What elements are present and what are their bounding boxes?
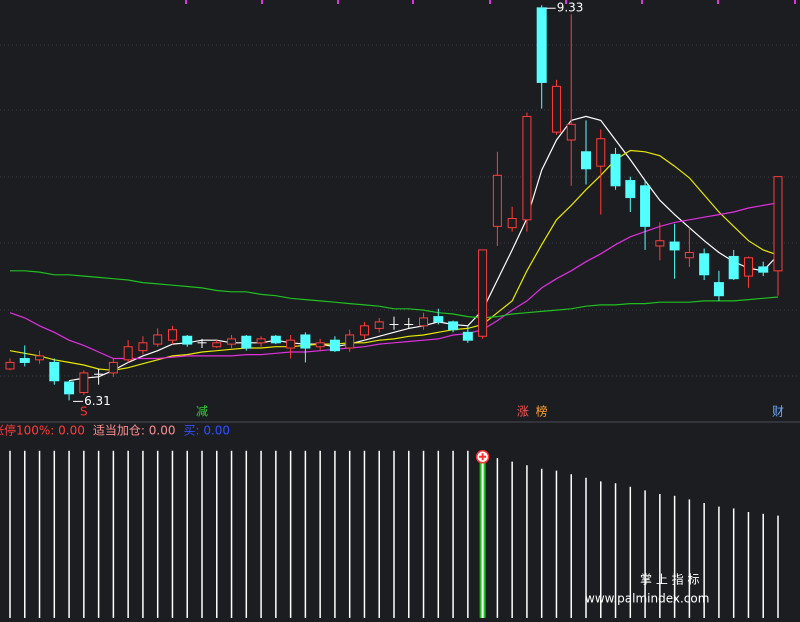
- ma-line: [10, 270, 779, 319]
- candle-body: [167, 329, 177, 341]
- candle-body: [713, 282, 724, 297]
- candle-body: [773, 176, 783, 272]
- low-label: 6.31: [84, 394, 111, 408]
- candle-body: [743, 257, 753, 277]
- candle-body: [448, 321, 459, 331]
- candle-body: [655, 240, 665, 247]
- candle-body: [551, 85, 561, 133]
- candle-body: [462, 331, 473, 341]
- candle-body: [596, 138, 606, 167]
- candle-body: [669, 241, 680, 251]
- candle-body: [507, 218, 517, 229]
- signal-label: 减: [196, 405, 208, 419]
- candle-body: [728, 255, 739, 280]
- candle-body: [478, 249, 488, 337]
- candle-body: [35, 355, 45, 361]
- candle-body: [536, 7, 547, 83]
- candle-body: [270, 335, 281, 344]
- candle-body: [64, 381, 75, 395]
- signal-label: 财: [772, 405, 784, 419]
- candle-body: [433, 316, 444, 323]
- candle-body: [492, 174, 502, 227]
- ma-line: [9, 202, 779, 360]
- top-ticks: [185, 0, 796, 4]
- watermark-title: 掌 上 指 标: [640, 572, 699, 587]
- candle-body: [241, 335, 252, 349]
- candle-body: [566, 123, 576, 141]
- signal-icon-cross: [479, 453, 487, 461]
- candle-body: [123, 346, 133, 361]
- candle-body: [329, 339, 340, 352]
- candle-body: [374, 321, 384, 329]
- ma-line: [9, 149, 779, 371]
- candle-body: [49, 361, 60, 382]
- candle-body: [581, 151, 591, 170]
- candle-body: [758, 266, 769, 273]
- candle-body: [227, 338, 237, 345]
- candle-body: [138, 342, 148, 352]
- candle-body: [182, 335, 193, 345]
- candle-body: [300, 334, 311, 349]
- candle-body: [5, 361, 15, 370]
- signal-label: 榜: [536, 404, 548, 419]
- candle-body: [625, 180, 636, 199]
- candle-body: [212, 342, 222, 348]
- candle-body: [419, 317, 429, 327]
- candle-body: [286, 339, 296, 349]
- candle-body: [640, 185, 651, 227]
- indicator-legend: 适当加仓: 0.00: [93, 424, 176, 438]
- indicator-legend: 涨停100%: 0.00: [0, 423, 85, 438]
- candle-body: [108, 361, 118, 374]
- grid: [0, 44, 800, 377]
- candle-body: [359, 325, 369, 336]
- candle-body: [610, 153, 621, 187]
- candle-body: [79, 372, 89, 394]
- watermark-url: www.palmindex.com: [585, 592, 709, 606]
- candle-body: [522, 115, 532, 221]
- high-label: 9.33: [557, 1, 584, 15]
- candle-body: [153, 334, 163, 345]
- signal-label: S: [80, 405, 88, 419]
- candle-body: [19, 358, 30, 363]
- candle-body: [256, 338, 266, 344]
- signal-label: 涨: [517, 404, 529, 419]
- candle-body: [315, 342, 325, 348]
- candle-body: [345, 334, 355, 349]
- candle-body: [699, 253, 710, 276]
- indicator-legend: 买: 0.00: [183, 424, 230, 438]
- candle-body: [684, 252, 694, 259]
